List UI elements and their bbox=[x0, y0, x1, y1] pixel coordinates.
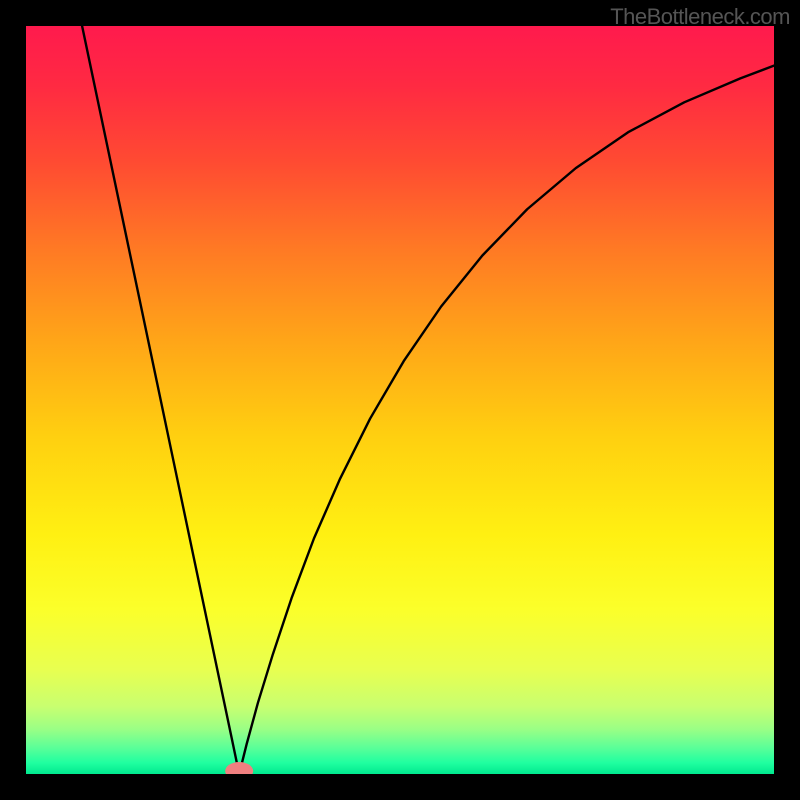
bottleneck-chart bbox=[0, 0, 800, 800]
chart-background bbox=[26, 26, 774, 774]
chart-container bbox=[0, 0, 800, 800]
watermark-text: TheBottleneck.com bbox=[610, 4, 790, 30]
